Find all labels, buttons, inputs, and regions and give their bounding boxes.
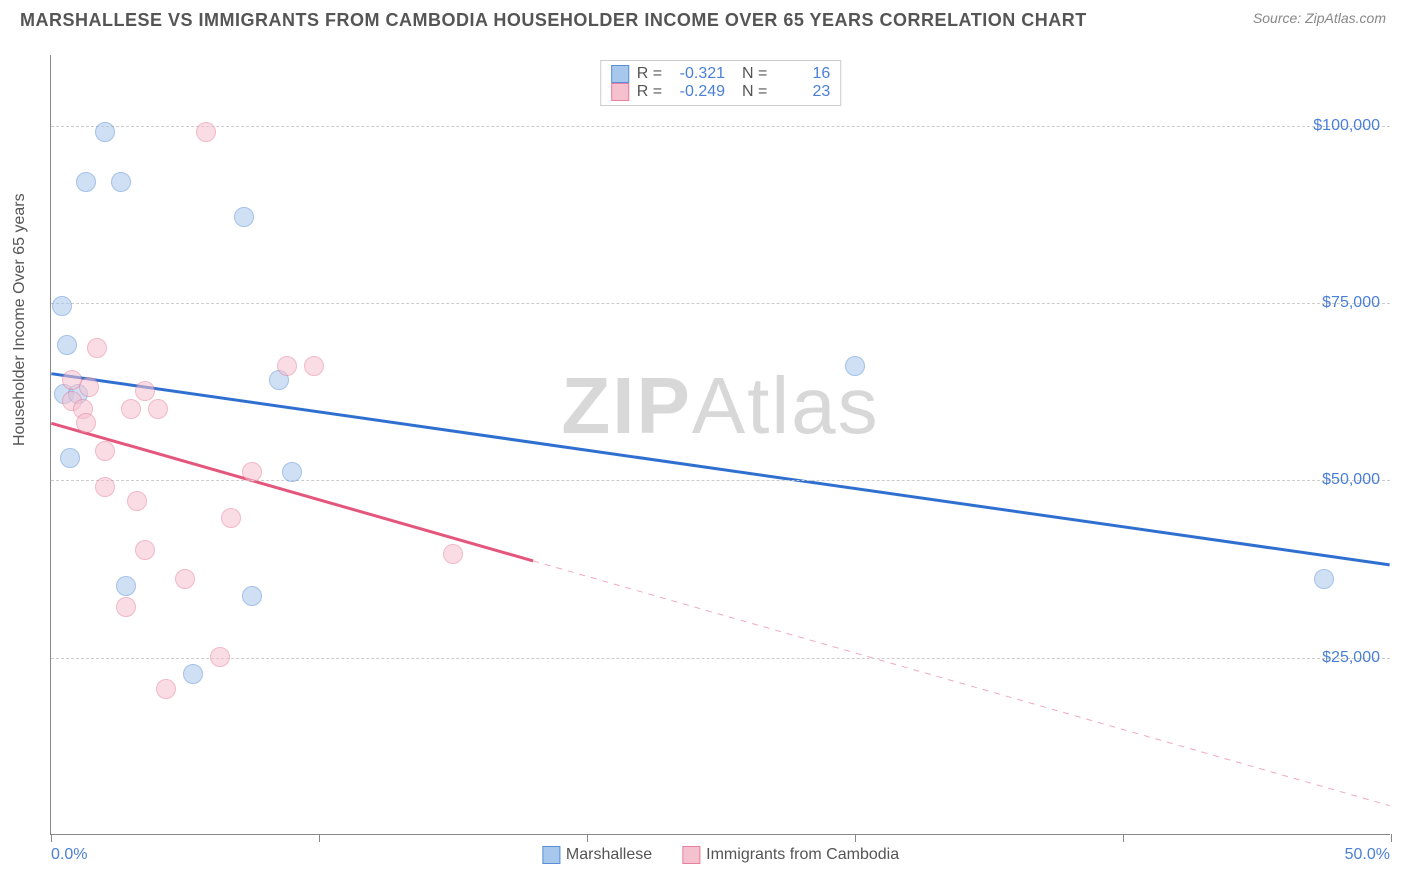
x-tick [587,834,588,842]
data-point [52,296,72,316]
data-point [242,462,262,482]
data-point [76,413,96,433]
y-tick-label: $50,000 [1322,471,1380,489]
data-point [210,647,230,667]
y-tick-label: $75,000 [1322,294,1380,312]
legend-swatch [611,65,629,83]
legend-r-label: R = [637,65,662,83]
x-tick [855,834,856,842]
gridline [51,658,1390,659]
gridline [51,303,1390,304]
data-point [116,576,136,596]
data-point [57,335,77,355]
data-point [148,399,168,419]
chart-title: MARSHALLESE VS IMMIGRANTS FROM CAMBODIA … [20,10,1087,31]
series-legend-label: Immigrants from Cambodia [706,846,899,864]
series-legend-item: Marshallese [542,846,652,864]
data-point [156,679,176,699]
x-axis-max-label: 50.0% [1345,846,1390,864]
legend-n-value: 23 [775,83,830,101]
data-point [845,356,865,376]
series-legend: Marshallese Immigrants from Cambodia [542,846,899,864]
series-legend-label: Marshallese [566,846,652,864]
data-point [277,356,297,376]
legend-r-label: R = [637,83,662,101]
data-point [116,597,136,617]
data-point [282,462,302,482]
y-tick-label: $25,000 [1322,649,1380,667]
data-point [1314,569,1334,589]
legend-n-value: 16 [775,65,830,83]
legend-swatch [611,83,629,101]
correlation-legend-row: R = -0.321 N = 16 [611,65,831,83]
data-point [76,172,96,192]
data-point [175,569,195,589]
trend-line-extrapolated [533,561,1390,806]
x-tick [1391,834,1392,842]
legend-n-label: N = [733,83,767,101]
data-point [60,448,80,468]
data-point [135,540,155,560]
trend-line [51,423,533,561]
data-point [443,544,463,564]
data-point [79,377,99,397]
data-point [121,399,141,419]
trend-lines-layer [51,55,1390,834]
y-axis-label: Householder Income Over 65 years [11,193,29,446]
chart-header: MARSHALLESE VS IMMIGRANTS FROM CAMBODIA … [0,0,1406,31]
data-point [135,381,155,401]
watermark-bold: ZIP [561,361,691,450]
legend-swatch [682,846,700,864]
data-point [87,338,107,358]
data-point [95,441,115,461]
x-tick [1123,834,1124,842]
data-point [304,356,324,376]
series-legend-item: Immigrants from Cambodia [682,846,899,864]
data-point [196,122,216,142]
data-point [234,207,254,227]
data-point [221,508,241,528]
correlation-legend: R = -0.321 N = 16 R = -0.249 N = 23 [600,60,842,106]
source-attribution: Source: ZipAtlas.com [1253,10,1386,26]
legend-n-label: N = [733,65,767,83]
legend-r-value: -0.321 [670,65,725,83]
correlation-legend-row: R = -0.249 N = 23 [611,83,831,101]
gridline [51,126,1390,127]
legend-r-value: -0.249 [670,83,725,101]
y-tick-label: $100,000 [1313,117,1380,135]
data-point [95,477,115,497]
watermark: ZIPAtlas [561,360,879,452]
scatter-chart: ZIPAtlas R =-0.321 N =16R =-0.249 N =23 … [50,55,1390,835]
x-tick [319,834,320,842]
data-point [183,664,203,684]
data-point [127,491,147,511]
data-point [111,172,131,192]
legend-swatch [542,846,560,864]
data-point [95,122,115,142]
x-tick [51,834,52,842]
x-axis-min-label: 0.0% [51,846,87,864]
data-point [242,586,262,606]
